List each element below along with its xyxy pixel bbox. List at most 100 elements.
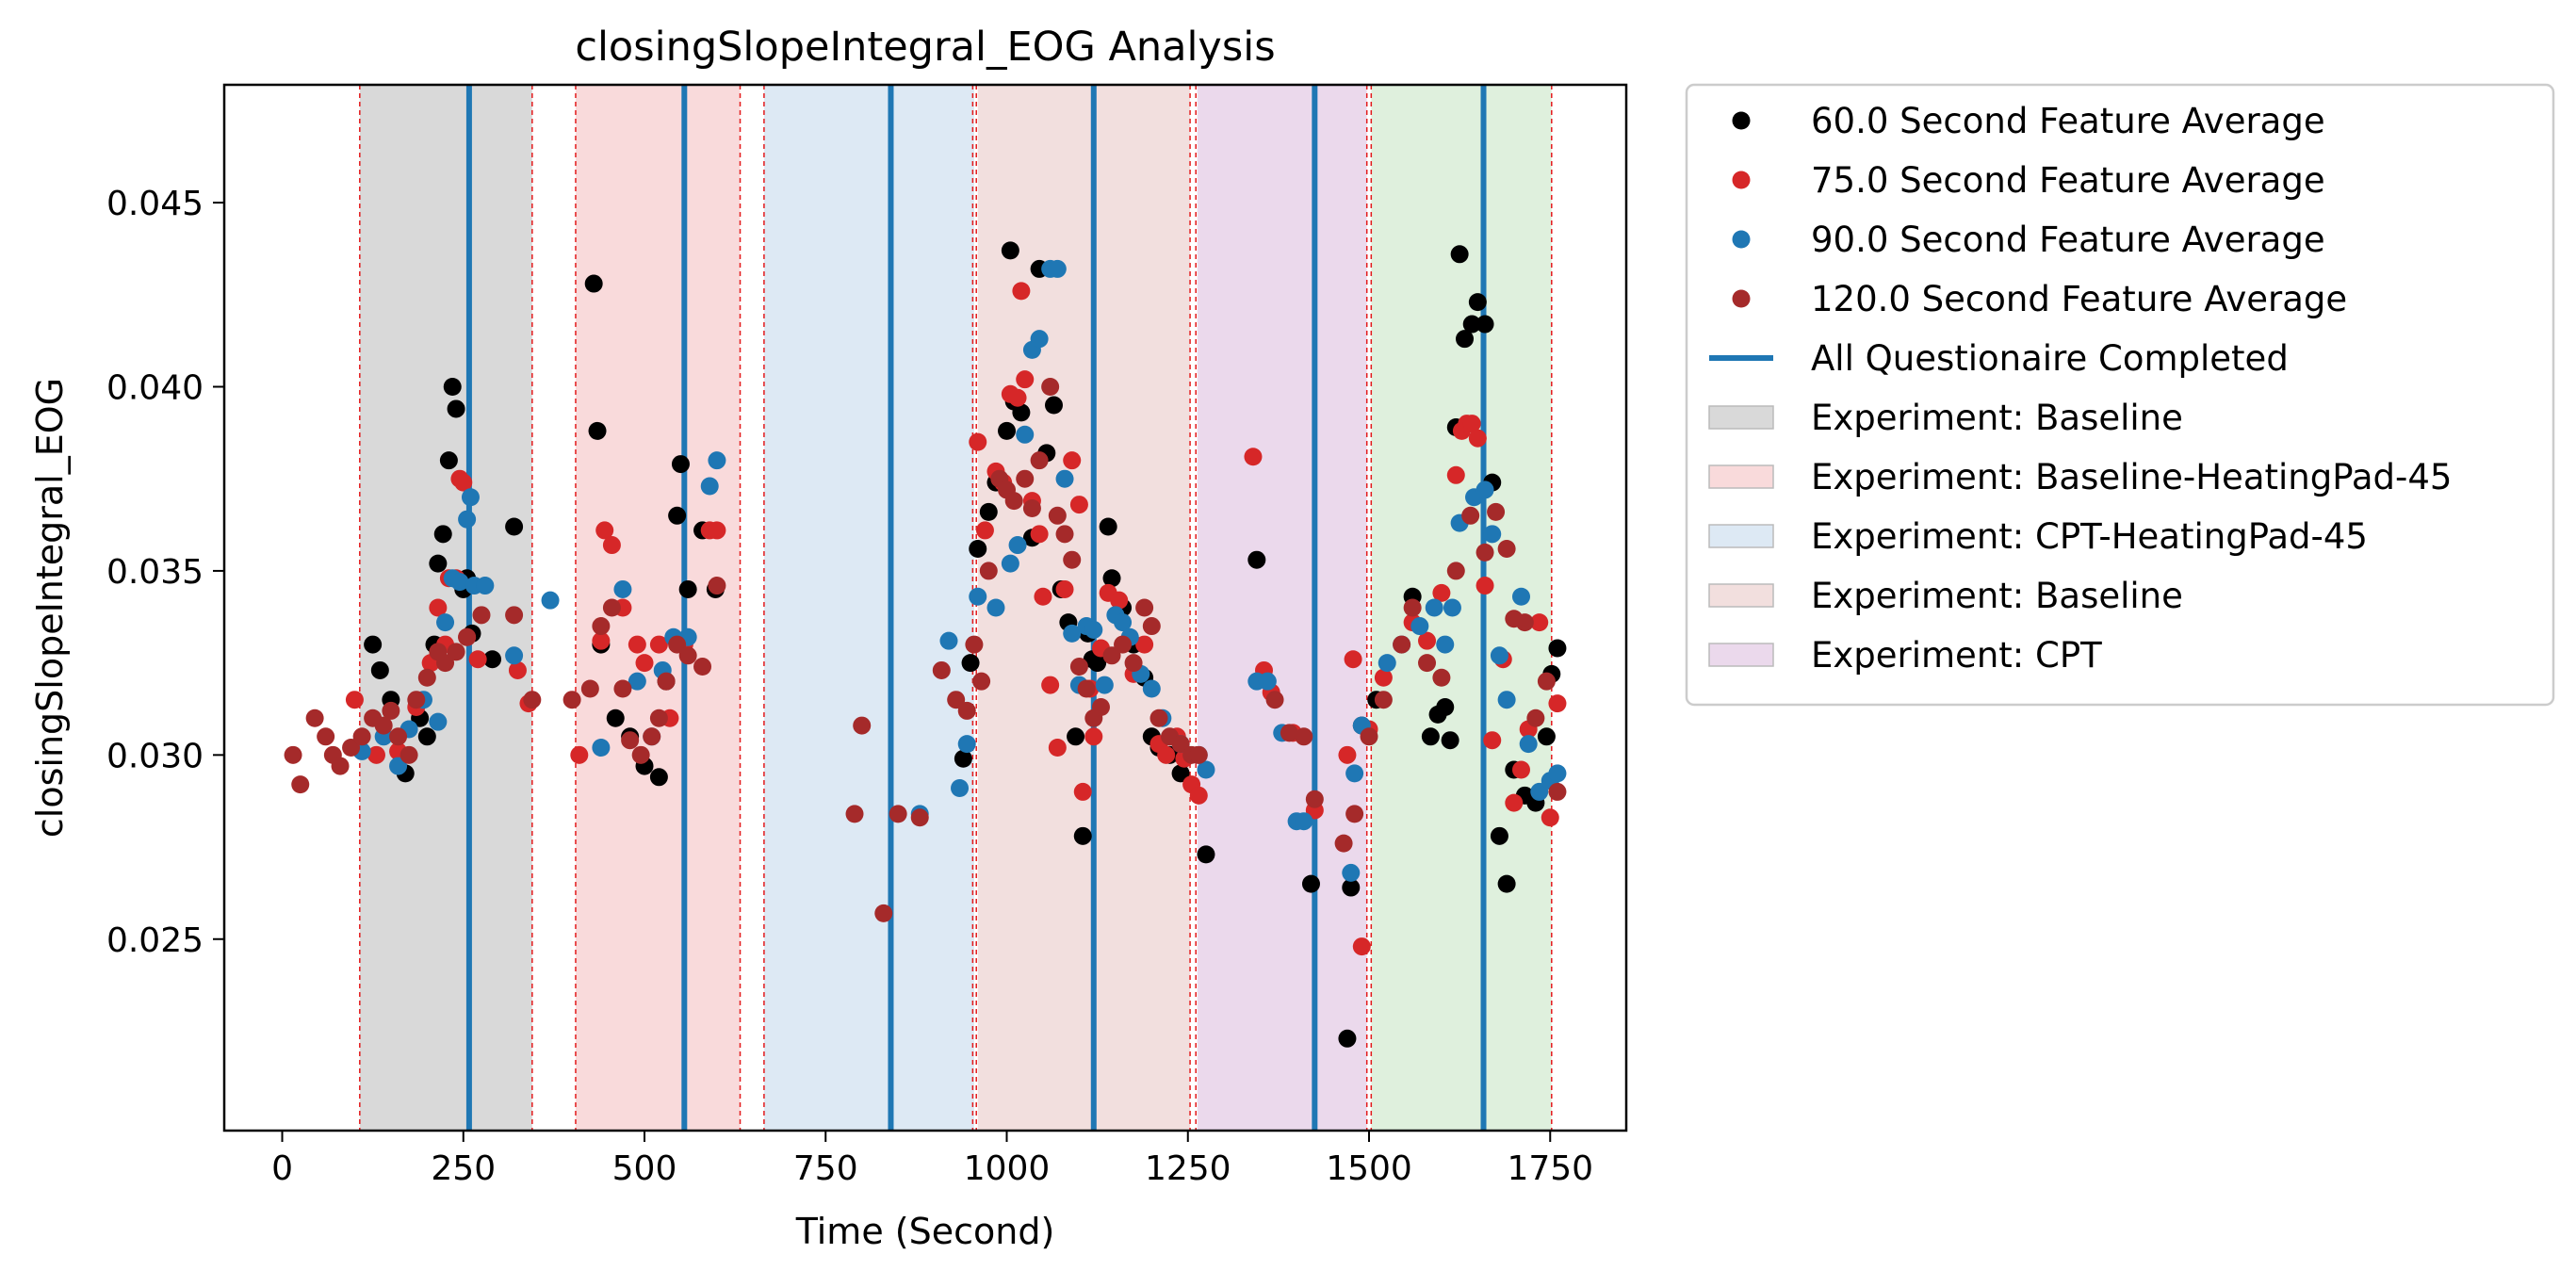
x-tick-label-4: 1000 (964, 1149, 1051, 1188)
scatter-point-s1-22 (649, 635, 668, 654)
scatter-point-s1-70 (1446, 465, 1465, 484)
scatter-point-s3-9 (374, 716, 393, 735)
scatter-point-s1-69 (1432, 583, 1451, 602)
legend-marker-3 (1732, 289, 1751, 308)
plot-inner (284, 85, 1567, 1131)
scatter-point-s1-21 (635, 654, 654, 673)
scatter-point-s0-70 (1441, 731, 1459, 750)
scatter-point-s1-13 (508, 660, 527, 679)
scatter-point-s3-61 (1102, 646, 1121, 665)
scatter-point-s3-89 (1515, 613, 1534, 632)
legend-patch-5 (1708, 405, 1774, 430)
scatter-point-s1-27 (969, 432, 987, 451)
scatter-point-s3-3 (317, 727, 335, 746)
scatter-point-s0-23 (649, 768, 668, 787)
scatter-point-s3-83 (1446, 562, 1465, 580)
scatter-point-s2-5 (429, 712, 448, 731)
scatter-point-s3-31 (657, 672, 676, 691)
scatter-point-s0-45 (1067, 727, 1085, 746)
scatter-point-s2-38 (1063, 624, 1082, 643)
scatter-point-s1-32 (1008, 388, 1027, 407)
scatter-point-s0-0 (364, 635, 383, 654)
scatter-point-s2-73 (1519, 735, 1538, 754)
scatter-point-s3-11 (389, 727, 408, 746)
scatter-point-s0-46 (1073, 826, 1092, 845)
scatter-point-s0-18 (588, 421, 607, 440)
scatter-point-s1-20 (628, 635, 646, 654)
scatter-point-s3-36 (845, 805, 864, 823)
scatter-point-s3-43 (957, 701, 976, 720)
legend: 60.0 Second Feature Average 75.0 Second F… (1685, 83, 2555, 707)
scatter-point-s3-66 (1149, 709, 1168, 727)
scatter-point-s1-78 (1505, 793, 1524, 812)
scatter-point-s1-28 (975, 521, 994, 540)
scatter-point-s2-57 (1342, 863, 1361, 882)
scatter-point-s0-42 (1044, 396, 1063, 415)
scatter-point-s0-30 (954, 749, 972, 768)
y-axis: 0.025 0.030 0.035 0.040 0.045 (106, 185, 224, 960)
series-3 (284, 377, 1567, 922)
scatter-point-s2-69 (1483, 525, 1502, 544)
x-tick-label-2: 500 (612, 1149, 677, 1188)
x-axis: 0 250 500 750 1000 1250 1500 1750 (271, 1131, 1593, 1188)
scatter-point-s3-70 (1189, 745, 1208, 764)
scatter-point-s2-9 (458, 510, 477, 529)
scatter-point-s1-40 (1055, 579, 1074, 598)
scatter-point-s0-85 (1548, 639, 1567, 658)
legend-marker-1 (1732, 171, 1751, 189)
scatter-point-s0-36 (1001, 241, 1019, 260)
scatter-point-s3-64 (1135, 598, 1154, 617)
scatter-point-s2-27 (957, 735, 976, 754)
scatter-point-s2-14 (541, 591, 560, 610)
scatter-point-s1-43 (1073, 782, 1092, 801)
scatter-point-s3-80 (1403, 598, 1422, 617)
scatter-point-s3-30 (649, 709, 668, 727)
scatter-point-s1-15 (570, 745, 589, 764)
phase-span-3 (977, 85, 1191, 1131)
scatter-point-s1-16 (592, 631, 611, 650)
scatter-point-s2-17 (628, 672, 646, 691)
scatter-point-s2-13 (505, 646, 524, 665)
scatter-point-s2-42 (1095, 676, 1114, 694)
legend-label-1: 75.0 Second Feature Average (1811, 160, 2325, 201)
scatter-point-s1-45 (1084, 727, 1103, 746)
scatter-point-s3-38 (874, 904, 893, 922)
scatter-point-s0-67 (1421, 727, 1440, 746)
scatter-point-s3-6 (342, 739, 361, 758)
scatter-point-s0-72 (1450, 245, 1469, 264)
legend-label-3: 120.0 Second Feature Average (1811, 279, 2347, 319)
y-axis-title: closingSlopeIntegral_EOG (29, 378, 71, 838)
scatter-point-s1-74 (1468, 429, 1487, 448)
scatter-point-s3-39 (889, 805, 907, 823)
scatter-point-s3-14 (417, 668, 436, 687)
x-tick-label-1: 250 (431, 1149, 496, 1188)
scatter-point-s2-26 (951, 779, 970, 798)
scatter-point-s3-57 (1069, 658, 1088, 676)
phase-span-2 (763, 85, 974, 1131)
scatter-point-s0-51 (1102, 569, 1121, 588)
scatter-point-s2-12 (476, 577, 495, 595)
scatter-point-s2-2 (389, 757, 408, 775)
scatter-point-s0-1 (370, 660, 389, 679)
scatter-point-s3-79 (1393, 635, 1411, 654)
legend-patch-7 (1708, 524, 1774, 548)
scatter-point-s2-41 (1084, 620, 1103, 639)
scatter-point-s2-31 (1008, 536, 1027, 555)
scatter-point-s3-62 (1114, 635, 1133, 654)
scatter-point-s1-36 (1030, 525, 1049, 544)
scatter-point-s2-23 (708, 451, 726, 470)
scatter-point-s0-17 (584, 274, 603, 293)
scatter-point-s3-21 (523, 691, 542, 709)
scatter-point-s2-15 (592, 739, 611, 758)
scatter-point-s3-20 (505, 606, 524, 625)
scatter-point-s2-6 (436, 613, 455, 632)
scatter-point-s2-29 (986, 598, 1005, 617)
scatter-point-s1-34 (1016, 370, 1035, 389)
scatter-point-s1-56 (1189, 786, 1208, 805)
scatter-point-s3-46 (979, 562, 998, 580)
scatter-point-s3-40 (910, 808, 929, 827)
scatter-point-s0-16 (505, 517, 524, 536)
scatter-point-s0-83 (1537, 727, 1556, 746)
scatter-point-s0-27 (678, 579, 697, 598)
scatter-point-s1-83 (1548, 694, 1567, 713)
